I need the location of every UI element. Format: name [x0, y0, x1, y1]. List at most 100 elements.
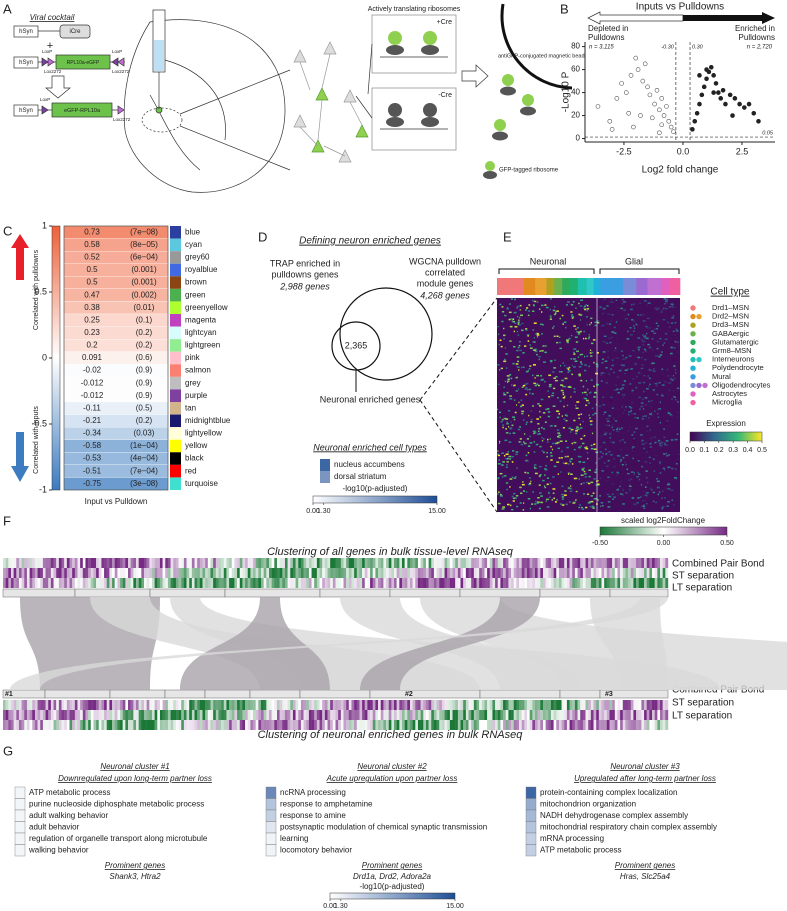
heatmap-speck	[561, 371, 563, 373]
track-cell	[295, 568, 299, 578]
track-cell	[32, 710, 36, 720]
track-cell	[394, 568, 397, 578]
track-cell	[69, 568, 73, 578]
track-cell	[495, 720, 498, 730]
heatmap-speck	[565, 304, 569, 306]
heatmap-speck	[642, 334, 644, 336]
track-cell	[290, 558, 294, 568]
point	[649, 115, 655, 121]
heatmap-speck	[507, 380, 510, 382]
track-cell	[638, 568, 642, 578]
heatmap-speck	[620, 420, 623, 423]
heatmap-speck	[514, 497, 517, 499]
track-cell	[77, 558, 81, 568]
heatmap-speck	[545, 500, 547, 502]
heatmap-speck	[654, 455, 658, 457]
track-cell	[215, 700, 219, 710]
module-swatch	[170, 326, 181, 340]
heatmap-speck	[627, 429, 630, 432]
heatmap-speck	[669, 488, 673, 491]
track-cell	[151, 700, 155, 710]
track-cell	[5, 568, 9, 578]
track-cell	[104, 558, 107, 568]
track-cell	[513, 710, 517, 720]
point	[711, 90, 716, 95]
track-cell	[391, 720, 395, 730]
cluster-title: Neuronal cluster #1	[100, 762, 169, 771]
heatmap-speck	[619, 440, 621, 442]
track-cell	[449, 578, 453, 588]
track-cell	[77, 578, 81, 588]
heatmap-speck	[531, 310, 535, 312]
heatmap-speck	[547, 390, 549, 392]
track-cell	[396, 558, 400, 568]
heatmap-speck	[579, 319, 582, 321]
track-cell	[343, 568, 347, 578]
heatmap-speck	[506, 461, 509, 463]
heatmap-speck	[507, 381, 509, 383]
heatmap-speck	[631, 401, 634, 404]
genes-title: Prominent genes	[362, 861, 422, 870]
track-cell	[452, 720, 456, 730]
heatmap-speck	[628, 488, 630, 490]
track-cell	[617, 710, 621, 720]
annotation: n = 3,115	[589, 45, 614, 51]
heatmap-speck	[565, 326, 567, 329]
heatmap-speck	[512, 416, 516, 418]
track-cell	[598, 558, 602, 568]
heatmap-speck	[526, 438, 530, 440]
track-cell	[545, 568, 549, 578]
module-swatch	[170, 376, 181, 390]
colorbar-title: -log10(p-adjusted)	[343, 484, 408, 493]
track-cell	[276, 568, 280, 578]
heatmap-speck	[497, 493, 499, 495]
track-cell	[197, 710, 201, 720]
track-cell	[542, 558, 546, 568]
heatmap-speck	[524, 471, 527, 474]
heatmap-speck	[563, 494, 567, 496]
heatmap-speck	[663, 318, 665, 321]
heatmap-speck	[616, 376, 620, 378]
track-cell	[402, 700, 405, 710]
track-cell	[550, 568, 554, 578]
track-cell	[351, 558, 355, 568]
track-cell	[332, 710, 336, 720]
track-cell	[636, 578, 639, 588]
heatmap-speck	[637, 459, 640, 462]
track-cell	[242, 578, 246, 588]
heatmap-speck	[603, 462, 606, 464]
track-cell	[165, 558, 169, 568]
track-cell	[338, 720, 342, 730]
track-cell	[558, 720, 562, 730]
heatmap-speck	[497, 450, 499, 452]
track-cell	[513, 578, 517, 588]
venn-count: 4,268 genes	[420, 290, 470, 300]
heatmap-speck	[628, 490, 632, 492]
track-cell	[572, 710, 576, 720]
track-cell	[245, 558, 248, 568]
track-cell	[399, 578, 403, 588]
track-cell	[37, 568, 41, 578]
legend-label: GABAergic	[712, 329, 749, 338]
track-cell	[56, 710, 60, 720]
track-cell	[465, 700, 469, 710]
track-cell	[468, 568, 472, 578]
heatmap-speck	[677, 411, 679, 414]
heatmap-speck	[656, 347, 659, 350]
heatmap-speck	[509, 398, 513, 400]
heatmap-speck	[539, 492, 542, 494]
track-cell	[614, 700, 618, 710]
track-cell	[452, 710, 456, 720]
track-cell	[417, 578, 421, 588]
track-cell	[194, 720, 198, 730]
track-cell	[282, 558, 286, 568]
legend-dot	[690, 365, 696, 371]
track-cell	[229, 710, 232, 720]
heatmap-speck	[622, 503, 625, 505]
track-cell	[261, 720, 264, 730]
heatmap-speck	[630, 478, 633, 480]
track-cell	[24, 558, 28, 568]
heatmap-speck	[501, 452, 505, 454]
track-cell	[527, 720, 530, 730]
